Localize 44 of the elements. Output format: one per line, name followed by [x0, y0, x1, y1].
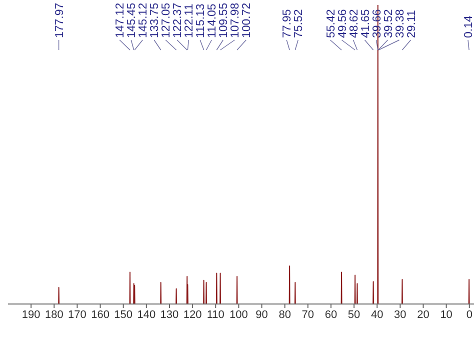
- annotation: 39.66: [371, 9, 384, 38]
- x-tick-label: 150: [114, 308, 133, 321]
- annotation: 109.55: [218, 2, 230, 38]
- x-tick-label: 20: [417, 308, 430, 321]
- annotation: 55.42: [325, 9, 338, 38]
- x-tick-label: 80: [278, 308, 291, 321]
- annotation: 145.45: [126, 2, 138, 38]
- x-tick-label: 180: [44, 308, 64, 321]
- annotation: 122.37: [172, 2, 184, 38]
- annotation: 115.13: [195, 4, 208, 38]
- annotation: 39.52: [382, 9, 395, 38]
- x-tick-label: 190: [22, 308, 40, 321]
- x-tick-label: 50: [348, 308, 360, 321]
- annotation: 122.11: [184, 4, 196, 38]
- annotation: 145.12: [138, 2, 150, 38]
- x-tick-label: 160: [91, 308, 110, 321]
- annotation: 29.11: [406, 10, 418, 38]
- annotation: 133.75: [149, 2, 162, 38]
- annotation: 48.62: [348, 9, 360, 38]
- annotation: 49.56: [336, 9, 349, 38]
- x-tick-label: 70: [302, 308, 314, 321]
- annotation: 100.72: [241, 2, 254, 38]
- annotation: 114.05: [206, 4, 219, 38]
- x-tick-label: 120: [183, 308, 202, 321]
- annotation: 0.14: [463, 15, 474, 38]
- annotation: 77.95: [282, 9, 294, 38]
- annotation: 39.38: [394, 9, 406, 38]
- annotation: 107.98: [230, 2, 242, 38]
- x-tick-label: 130: [160, 308, 179, 321]
- x-tick-label: 60: [324, 308, 338, 321]
- annotation: 127.05: [160, 2, 173, 38]
- x-tick-label: 90: [256, 308, 268, 321]
- x-tick-label: 0: [466, 308, 472, 321]
- annotation: 177.97: [54, 2, 66, 38]
- x-tick-label: 30: [394, 308, 406, 321]
- x-tick-label: 170: [68, 308, 86, 321]
- annotation: 147.12: [114, 2, 127, 38]
- annotation: 41.65: [360, 9, 372, 38]
- annotation: 75.52: [293, 9, 306, 38]
- x-tick-label: 40: [370, 308, 384, 321]
- x-tick-label: 110: [206, 308, 224, 321]
- x-tick-label: 10: [440, 308, 452, 321]
- x-tick-label: 100: [230, 308, 248, 321]
- x-tick-label: 140: [137, 308, 156, 321]
